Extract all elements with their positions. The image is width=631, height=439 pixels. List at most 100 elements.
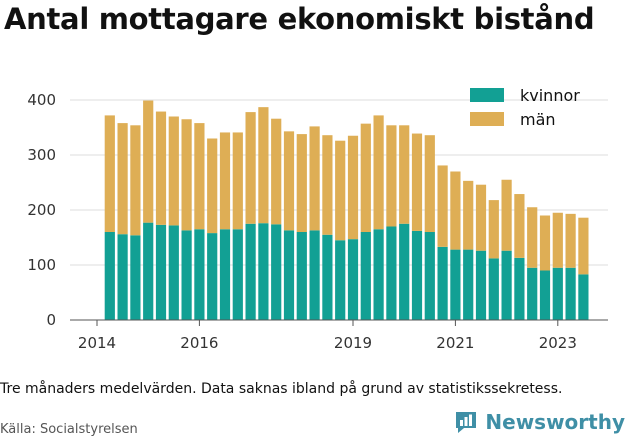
bar-kvinnor: [258, 223, 269, 320]
bar-män: [373, 115, 384, 230]
bar-män: [283, 131, 295, 231]
bar-män: [347, 135, 359, 240]
bar-kvinnor: [117, 234, 128, 320]
bar-män: [501, 179, 512, 251]
bar-män: [232, 132, 243, 230]
bar-män: [527, 207, 538, 268]
legend-swatch-kvinnor: [470, 88, 504, 102]
bar-kvinnor: [322, 234, 333, 320]
bar-kvinnor: [399, 223, 410, 320]
bar-män: [322, 135, 333, 235]
bar-män: [578, 217, 589, 275]
y-axis-tick-labels: 0 100 200 300 400: [27, 91, 56, 329]
bar-kvinnor: [155, 224, 167, 320]
x-tick-label: 2023: [539, 334, 577, 352]
bar-män: [488, 200, 499, 259]
legend: kvinnor män: [470, 86, 580, 129]
legend-label-män: män: [520, 110, 556, 129]
bar-män: [475, 184, 487, 251]
bar-män: [194, 123, 205, 230]
bar-kvinnor: [283, 230, 295, 320]
bar-kvinnor: [424, 232, 435, 320]
bar-kvinnor: [245, 223, 256, 320]
bars: [104, 100, 589, 320]
bar-män: [360, 123, 371, 232]
bar-kvinnor: [386, 226, 397, 320]
bar-kvinnor: [271, 224, 282, 320]
y-tick-label: 100: [27, 256, 56, 274]
bar-kvinnor: [578, 274, 589, 320]
bar-män: [219, 132, 231, 230]
bar-män: [411, 133, 423, 231]
x-tick-label: 2014: [78, 334, 116, 352]
bar-kvinnor: [219, 229, 231, 320]
bar-män: [155, 111, 167, 225]
newsworthy-chart-icon: [456, 412, 477, 433]
y-tick-label: 300: [27, 146, 56, 164]
bar-män: [424, 135, 435, 232]
bar-kvinnor: [437, 246, 448, 320]
bar-kvinnor: [347, 239, 359, 320]
bar-män: [117, 123, 128, 235]
bar-män: [309, 126, 320, 231]
bar-kvinnor: [232, 229, 243, 320]
bar-kvinnor: [207, 233, 218, 320]
bar-män: [399, 125, 410, 224]
brand-logo: Newsworthy: [453, 409, 625, 435]
bar-män: [386, 125, 397, 227]
bar-kvinnor: [463, 249, 474, 320]
bar-kvinnor: [411, 230, 423, 320]
x-tick-label: 2019: [334, 334, 372, 352]
bar-kvinnor: [501, 250, 512, 320]
bar-kvinnor: [360, 232, 371, 320]
bar-kvinnor: [194, 229, 205, 320]
bar-kvinnor: [168, 225, 179, 320]
source-label: Källa: Socialstyrelsen: [0, 422, 138, 437]
bar-män: [565, 213, 576, 268]
legend-swatch-män: [470, 112, 504, 126]
bar-män: [450, 171, 461, 250]
bar-män: [271, 118, 282, 225]
bar-män: [143, 100, 154, 223]
bar-män: [335, 140, 346, 241]
bar-kvinnor: [296, 232, 307, 320]
bar-män: [552, 212, 563, 268]
bar-män: [181, 119, 192, 231]
bar-kvinnor: [373, 229, 384, 320]
x-tick-label: 2021: [436, 334, 474, 352]
bar-män: [168, 116, 179, 226]
y-tick-label: 400: [27, 91, 56, 109]
bar-kvinnor: [309, 230, 320, 320]
chart-title: Antal mottagare ekonomiskt bistånd: [4, 2, 595, 36]
bar-män: [258, 107, 269, 224]
bar-män: [130, 125, 141, 236]
stacked-bar-chart: 0 100 200 300 400 2014 2016 2019 2021 2023 kvinn…: [27, 86, 608, 352]
bar-män: [296, 134, 307, 232]
bar-män: [463, 180, 474, 250]
bar-kvinnor: [181, 230, 192, 320]
bar-kvinnor: [335, 240, 346, 320]
bar-män: [245, 112, 256, 224]
bar-kvinnor: [450, 249, 461, 320]
brand-name: Newsworthy: [485, 410, 625, 434]
bar-män: [539, 215, 551, 271]
chart-note: Tre månaders medelvärden. Data saknas ib…: [0, 381, 563, 397]
x-tick-label: 2016: [180, 334, 218, 352]
y-tick-label: 200: [27, 201, 56, 219]
bar-kvinnor: [527, 267, 538, 320]
bar-kvinnor: [565, 267, 576, 320]
bar-kvinnor: [552, 267, 563, 320]
bar-kvinnor: [488, 258, 499, 320]
bar-män: [514, 194, 525, 258]
bar-kvinnor: [104, 232, 115, 320]
bar-kvinnor: [143, 222, 154, 320]
bar-kvinnor: [475, 250, 487, 320]
bar-män: [437, 165, 448, 247]
bar-män: [104, 115, 115, 232]
bar-kvinnor: [130, 235, 141, 320]
bar-kvinnor: [539, 270, 551, 320]
bar-män: [207, 138, 218, 234]
legend-label-kvinnor: kvinnor: [520, 86, 580, 105]
bar-kvinnor: [514, 257, 525, 320]
x-axis: 2014 2016 2019 2021 2023: [70, 319, 608, 352]
